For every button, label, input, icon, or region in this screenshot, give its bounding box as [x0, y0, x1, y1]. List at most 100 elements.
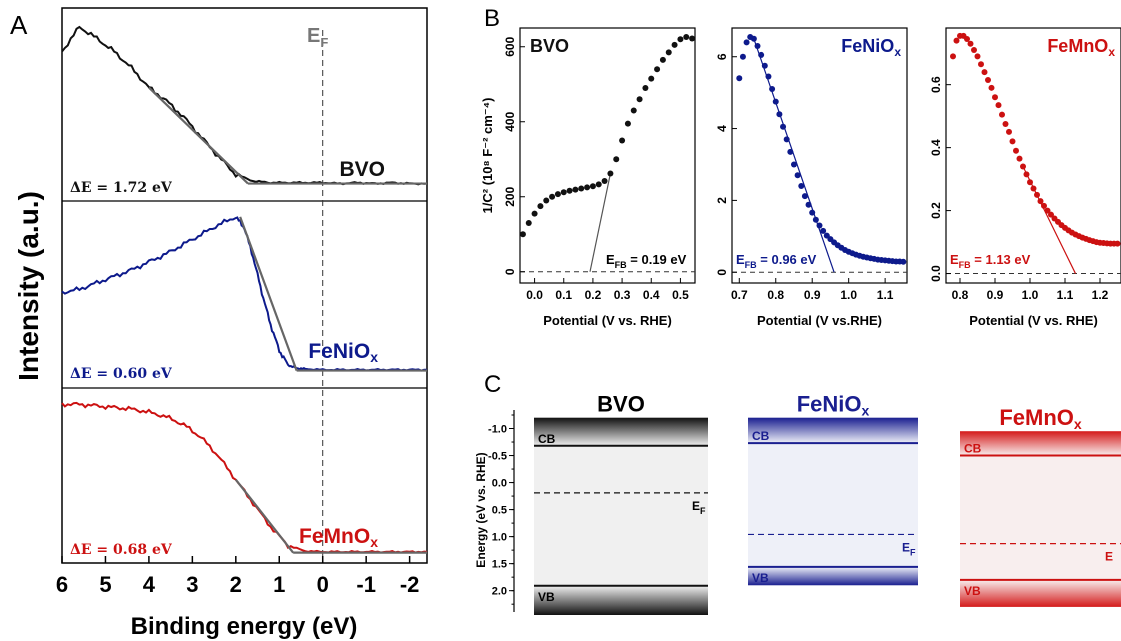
- series-label-0-main: BVO: [339, 158, 385, 181]
- ms-xtick-label-0-1: 0.1: [555, 288, 572, 302]
- ms-point-1-9: [769, 86, 776, 93]
- ms-efb-label-2: EFB = 1.13 eV: [950, 252, 1031, 270]
- valence-band-1: [748, 566, 918, 586]
- ms-point-0-3: [537, 203, 544, 210]
- material-title-2-sub: x: [1074, 416, 1082, 432]
- ms-xtick-label-2-2: 1.0: [1022, 288, 1039, 302]
- ms-ytick-label-2-1: 0.2: [929, 202, 943, 219]
- series-label-1-main: FeNiO: [308, 340, 370, 363]
- ms-point-0-27: [677, 36, 684, 43]
- mott-schottky-0: 0.0 0.1 0.2 0.3 0.4 0.5 0 200 400 600 BVO EFB = 0.1…: [480, 27, 696, 328]
- ms-ylabel-0: 1/C² (10⁸ F⁻² cm⁻⁴): [480, 98, 495, 214]
- valence-band-0: [534, 585, 708, 615]
- cb-label-2: CB: [964, 442, 982, 456]
- ms-efb-label-0: EFB = 0.19 eV: [606, 252, 687, 270]
- ms-efb-main-0: E: [606, 252, 615, 267]
- ms-point-0-8: [566, 187, 573, 194]
- c-ytick-label-5: 1.5: [492, 559, 507, 571]
- ms-point-2-14: [999, 111, 1005, 118]
- ef-label-main-1: E: [902, 540, 910, 554]
- ms-point-1-22: [816, 222, 823, 229]
- ms-name-0-main: BVO: [530, 36, 569, 56]
- ms-point-0-19: [630, 107, 637, 114]
- ef-label-2: E: [1105, 550, 1113, 564]
- ef-label-main-2: E: [1105, 550, 1113, 564]
- spectrum-1: [61, 216, 427, 372]
- ms-point-0-18: [624, 120, 631, 127]
- ms-point-2-10: [985, 76, 991, 83]
- ms-point-1-20: [809, 209, 816, 216]
- ms-point-2-47: [1114, 240, 1121, 247]
- panel-c: -1.0 -0.5 0.0 0.5 1.0 1.5 2.0 Energy (eV vs. RH…: [474, 392, 1121, 615]
- ms-fit-0: [589, 173, 612, 272]
- ms-point-1-1: [739, 53, 746, 60]
- fit-slope-0: [148, 86, 249, 185]
- ms-point-0-6: [554, 191, 561, 198]
- ms-xlabel-2: Potential (V vs. RHE): [969, 313, 1098, 328]
- ms-point-1-16: [794, 172, 801, 179]
- cb-label-0: CB: [538, 432, 556, 446]
- material-title-2: FeMnOx: [999, 405, 1082, 432]
- ms-point-1-45: [900, 258, 907, 265]
- mott-schottky-2: 0.8 0.9 1.0 1.1 1.2 0.0 0.2 0.4 0.6 FeMnOx EFB = 1…: [929, 27, 1121, 328]
- ms-point-2-0: [950, 53, 956, 60]
- ms-point-0-16: [613, 156, 620, 163]
- material-title-1-sub: x: [862, 403, 870, 419]
- panel-label-b: B: [484, 5, 500, 32]
- ms-point-2-21: [1023, 171, 1030, 178]
- ms-name-2: FeMnOx: [1047, 36, 1115, 59]
- ms-point-2-22: [1027, 179, 1033, 186]
- c-ytick-label-2: 0.0: [492, 478, 507, 490]
- fit-slope-1: [239, 216, 298, 371]
- ms-point-0-15: [607, 170, 614, 177]
- series-label-1: FeNiOx: [308, 340, 378, 365]
- vb-label-1: VB: [752, 571, 769, 585]
- ef-label-a: EF: [307, 25, 328, 50]
- c-ytick-label-0: -1.0: [488, 424, 507, 436]
- conduction-band-0: [534, 417, 708, 446]
- a-xtick-label-5: 1: [273, 572, 285, 597]
- ef-label-sub-1: F: [910, 547, 916, 557]
- fit-slope-2: [234, 478, 295, 554]
- ms-point-1-11: [776, 111, 783, 118]
- ms-point-1-13: [783, 136, 790, 143]
- ms-point-1-21: [812, 216, 819, 223]
- ms-xtick-label-0-3: 0.3: [614, 288, 631, 302]
- ms-point-1-8: [765, 73, 772, 80]
- a-xtick-label-2: 4: [143, 572, 156, 597]
- material-title-0: BVO: [597, 392, 645, 417]
- ms-point-1-19: [805, 201, 812, 208]
- series-label-2-sub: x: [370, 534, 378, 550]
- panel-a-xlabel: Binding energy (eV): [131, 613, 358, 640]
- ef-label-a-sub: F: [320, 35, 328, 50]
- mott-schottky-1: 0.7 0.8 0.9 1.0 1.1 0 2 4 6 FeNiOx EFB = 0.96 eV Po…: [715, 27, 908, 328]
- a-xtick-label-3: 3: [186, 572, 198, 597]
- ms-point-1-17: [798, 183, 805, 190]
- ef-label-main-0: E: [692, 499, 700, 513]
- ms-ytick-label-2-0: 0.0: [929, 265, 943, 282]
- ms-point-0-17: [619, 137, 626, 144]
- spectrum-2: [61, 401, 428, 554]
- a-xtick-label-6: 0: [317, 572, 329, 597]
- a-xtick-label-7: -1: [356, 572, 376, 597]
- ms-point-1-5: [754, 42, 761, 49]
- ef-label-0: EF: [692, 499, 706, 516]
- a-xtick-label-1: 5: [99, 572, 111, 597]
- ms-efb-main-2: E: [950, 252, 959, 267]
- ms-point-0-13: [595, 181, 602, 188]
- ms-ytick-label-1-0: 0: [715, 269, 729, 276]
- ef-label-sub-0: F: [700, 506, 706, 516]
- ms-point-0-11: [584, 184, 591, 191]
- ms-point-2-1: [953, 37, 960, 44]
- ms-point-2-6: [971, 47, 977, 54]
- ms-point-2-7: [974, 53, 981, 60]
- c-ylabel: Energy (eV vs. RHE): [474, 452, 488, 567]
- panel-label-c: C: [484, 371, 501, 398]
- c-ytick-label-3: 0.5: [492, 505, 507, 517]
- band-gap-2: [960, 431, 1121, 607]
- ms-point-2-28: [1048, 211, 1054, 218]
- ms-point-1-14: [787, 148, 794, 155]
- ms-point-1-7: [761, 62, 768, 69]
